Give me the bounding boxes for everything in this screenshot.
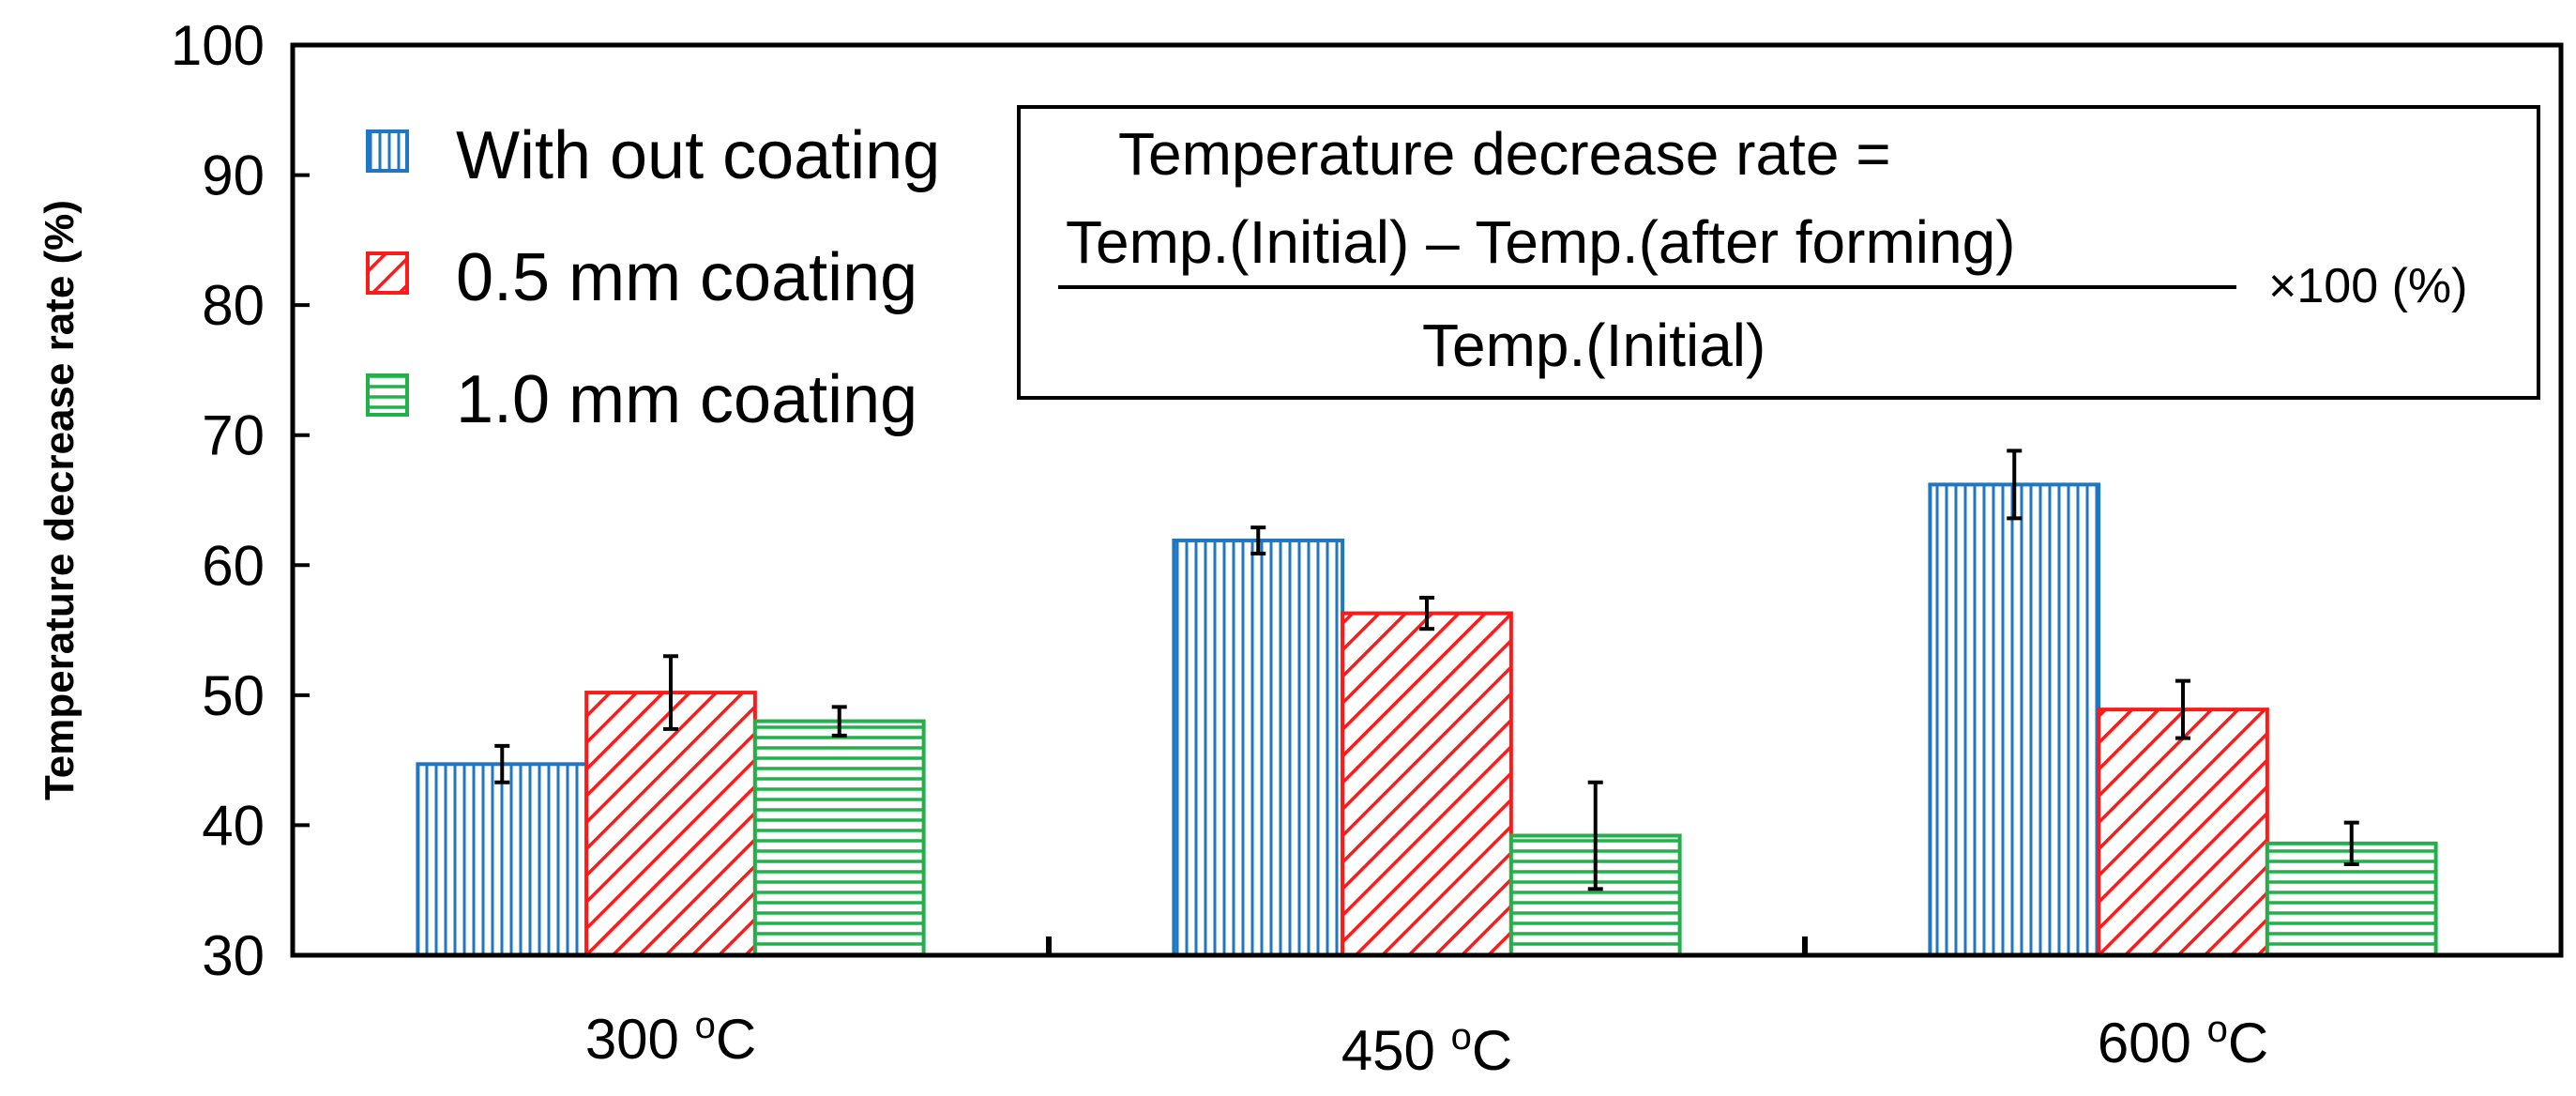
y-axis-label: Temperature decrease rate (%) xyxy=(37,200,83,800)
formula-box xyxy=(1017,105,2540,400)
y-tick-label: 80 xyxy=(202,274,265,337)
legend: With out coating 0.5 mm coating 1.0 mm c… xyxy=(366,118,940,437)
y-tick-label: 50 xyxy=(202,664,265,727)
bar xyxy=(752,719,926,957)
bar xyxy=(416,762,589,957)
y-tick-label: 60 xyxy=(202,534,265,597)
legend-label-1-0mm-coating: 1.0 mm coating xyxy=(456,362,917,437)
x-tick-label: 600 oC xyxy=(2098,1009,2268,1074)
legend-swatch-0-5mm-coating xyxy=(366,251,409,295)
legend-swatch-1-0mm-coating xyxy=(366,373,409,417)
x-tick-label: 300 oC xyxy=(585,1005,756,1071)
bar xyxy=(2097,708,2269,957)
bar xyxy=(1172,538,1345,957)
legend-label-without-coating: With out coating xyxy=(456,118,940,193)
y-tick-label: 70 xyxy=(202,404,265,467)
formula-annotation: Temperature decrease rate = Temp.(Initia… xyxy=(1017,105,2540,400)
plot-frame xyxy=(290,42,2564,958)
y-tick-label: 40 xyxy=(202,794,265,857)
tick-layer: 30 40 50 60 70 80 90 100 xyxy=(171,14,1808,987)
errorbar-layer xyxy=(494,449,2359,891)
y-tick-label: 30 xyxy=(202,924,265,987)
legend-label-0-5mm-coating: 0.5 mm coating xyxy=(456,240,917,315)
bar xyxy=(584,691,757,957)
x-label-layer: 300 oC 450 oC 600 oC xyxy=(585,1005,2268,1082)
bar xyxy=(1928,482,2101,957)
formula-denominator: Temp.(Initial) xyxy=(1422,312,1765,379)
x-tick-label: 450 oC xyxy=(1341,1016,1512,1082)
bar-layer xyxy=(416,482,2438,957)
legend-swatch-without-coating xyxy=(366,129,409,173)
formula-title: Temperature decrease rate = xyxy=(1118,120,1891,188)
formula-multiplier: ×100 (%) xyxy=(2268,259,2467,313)
y-tick-label: 90 xyxy=(202,145,265,207)
bar xyxy=(1341,611,1513,957)
formula-numerator: Temp.(Initial) – Temp.(after forming) xyxy=(1066,208,2015,276)
y-tick-label: 100 xyxy=(171,14,265,77)
